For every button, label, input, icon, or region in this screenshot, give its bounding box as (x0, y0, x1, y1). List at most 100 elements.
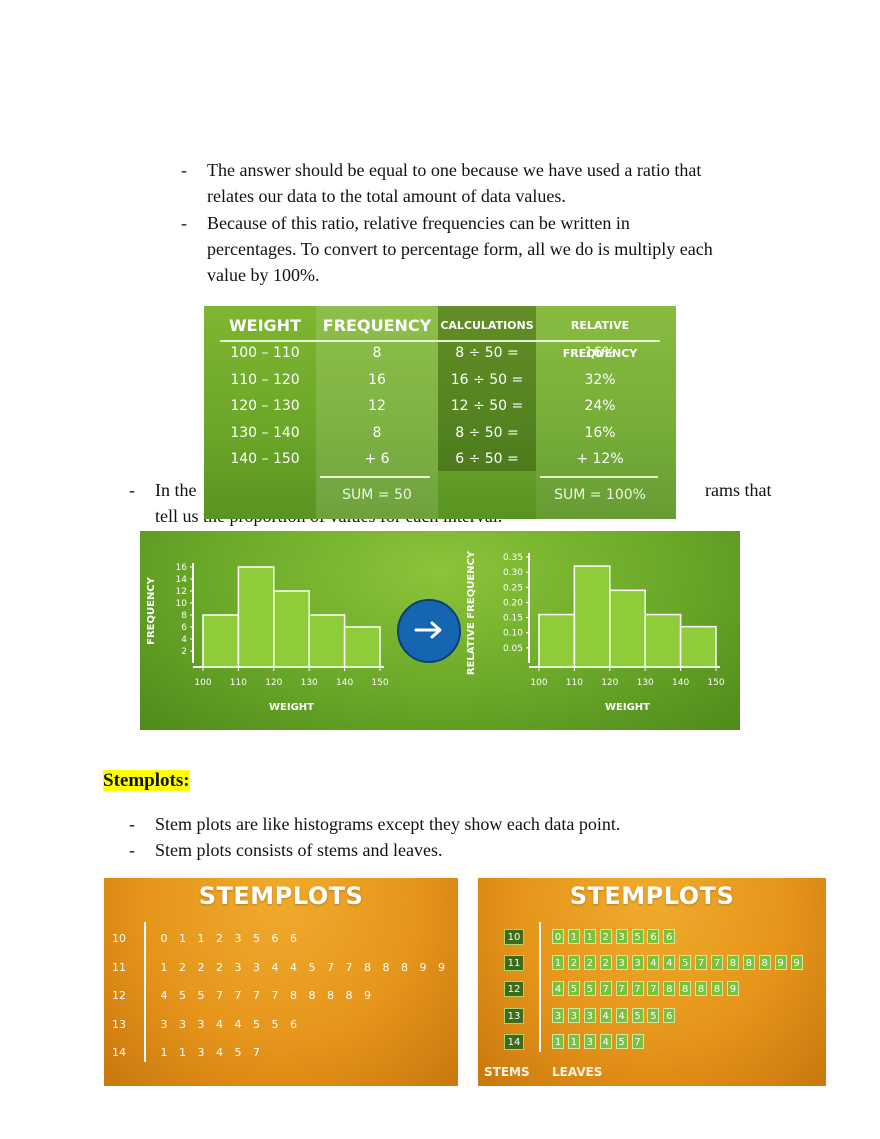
leaf-box: 3 (567, 1007, 580, 1023)
leaf-box: 6 (663, 1007, 676, 1023)
leaf-value: 5 (234, 1046, 242, 1059)
cell-frequency: 16 (368, 371, 386, 388)
leaf-box: 1 (552, 1033, 564, 1049)
leaf-box: 5 (647, 1007, 660, 1023)
cell-relative-frequency: 16% (584, 424, 616, 441)
leaf-box: 4 (552, 981, 564, 997)
leaf-box: 7 (711, 955, 723, 971)
leaf-value: 2 (216, 932, 223, 945)
leaf-box: 1 (567, 1033, 580, 1049)
leaf-box: 5 (679, 955, 692, 971)
stemplot-plain: STEMPLOTS 10 0 1 1 2 3 5 6 6 11 1 2 2 2 3 3 4 4 5 7 7 8 8 8 9 9 12… (104, 878, 458, 1086)
cell-weight: 120 – 130 (230, 398, 300, 415)
sum-line-relative (540, 476, 658, 478)
leaf-value: 3 (234, 960, 242, 974)
leaf-value: 8 (327, 989, 334, 1002)
leaf-value: 8 (308, 989, 316, 1002)
leaf-value: 3 (234, 932, 242, 945)
leaf-value: 2 (216, 960, 223, 974)
leaf-value: 8 (364, 960, 371, 974)
x-tick-label: 140 (336, 678, 353, 688)
leaf-box: 6 (663, 929, 676, 944)
leaf-value: 5 (253, 1017, 260, 1031)
bullet-text-end: rams that (705, 480, 772, 500)
leaf-box: 8 (711, 981, 723, 997)
leaf-value: 9 (438, 960, 445, 974)
leaf-box: 5 (631, 1007, 644, 1023)
stem-box: 13 (504, 1007, 524, 1024)
cell-calculation: 16 ÷ 50 = (450, 371, 524, 388)
y-tick-label: 4 (181, 635, 187, 645)
leaf-value: 9 (364, 989, 371, 1002)
x-tick-label: 110 (230, 678, 247, 688)
leaf-value: 3 (253, 960, 260, 974)
bullet-text-start: In the (155, 480, 197, 500)
cell-weight: 140 – 150 (230, 451, 300, 468)
leaf-value: 8 (401, 960, 408, 974)
bullet-dash: - (129, 814, 135, 834)
leaf-value: 3 (179, 1017, 186, 1031)
leaf-value: 7 (345, 960, 353, 974)
stem-box: 14 (504, 1033, 524, 1050)
bullet-dash: - (129, 480, 135, 500)
cell-relative-frequency: + 12% (576, 451, 624, 468)
leaf-box: 7 (695, 955, 708, 971)
x-tick-label: 140 (672, 678, 689, 688)
leaf-box: 4 (599, 1033, 612, 1049)
leaf-value: 3 (197, 1017, 205, 1031)
x-tick-label: 130 (637, 678, 654, 688)
leaves-label: LEAVES (552, 1065, 603, 1079)
histogram-bar (644, 613, 682, 668)
bullet-stemplot-def: - Stem plots are like histograms except … (129, 811, 829, 837)
leaf-box: 5 (631, 929, 644, 944)
x-tick-label: 120 (601, 678, 618, 688)
cell-relative-frequency: 16% (584, 345, 616, 361)
x-tick-label: 150 (707, 678, 724, 688)
leaf-value: 8 (290, 989, 297, 1002)
leaf-value: 8 (345, 989, 353, 1002)
bullet-dash: - (181, 160, 187, 180)
leaf-value: 5 (271, 1017, 279, 1031)
leaf-value: 1 (179, 932, 186, 945)
leaf-box: 1 (583, 929, 596, 944)
leaf-value: 4 (290, 960, 297, 974)
stems-label: STEMS (484, 1065, 530, 1079)
stemplot-title: STEMPLOTS (198, 882, 364, 910)
histogram-svg: 2 4 6 8 10 12 14 16 100 110 120 130 140 150 WEIGHT FREQ… (146, 550, 725, 713)
leaf-value: 1 (160, 1046, 168, 1059)
leaf-value: 4 (234, 1017, 242, 1031)
leaf-value: 8 (382, 960, 390, 974)
right-arrow-icon (414, 621, 442, 639)
leaf-box: 8 (663, 981, 676, 997)
sum-frequency: SUM = 50 (342, 487, 412, 503)
leaf-value: 2 (179, 960, 186, 974)
header-divider (220, 340, 660, 342)
leaf-value: 6 (271, 932, 279, 945)
leaf-value: 5 (308, 960, 316, 974)
cell-calculation: 12 ÷ 50 = (450, 398, 524, 415)
bullet-line: The answer should be equal to one becaus… (207, 160, 702, 180)
bullet-line: Stem plots are like histograms except th… (155, 814, 621, 834)
leaf-value: 4 (271, 960, 279, 974)
leaf-box: 3 (583, 1033, 596, 1049)
bullet-stemplot-parts: - Stem plots consists of stems and leave… (129, 837, 829, 863)
leaf-box: 7 (599, 981, 612, 997)
cell-calculation: 6 ÷ 50 = (455, 451, 519, 468)
leaf-box: 2 (599, 929, 612, 944)
leaf-value: 1 (197, 932, 205, 945)
histogram-bar (202, 614, 240, 668)
leaf-value: 3 (197, 1046, 205, 1059)
y-tick-label: 0.20 (503, 598, 523, 608)
leaf-box: 7 (647, 981, 660, 997)
stem-value: 12 (112, 989, 126, 1002)
bullet-line: Stem plots consists of stems and leaves. (155, 840, 443, 860)
leaf-box: 8 (679, 981, 692, 997)
leaf-box: 8 (758, 955, 771, 971)
stem-value: 14 (112, 1046, 126, 1059)
leaf-box: 9 (790, 955, 803, 971)
bullet-line: value by 100%. (207, 265, 320, 285)
leaf-box: 2 (583, 955, 596, 971)
leaf-value: 0 (160, 932, 168, 945)
leaf-box: 7 (631, 1033, 644, 1049)
cell-weight: 100 – 110 (230, 345, 300, 361)
